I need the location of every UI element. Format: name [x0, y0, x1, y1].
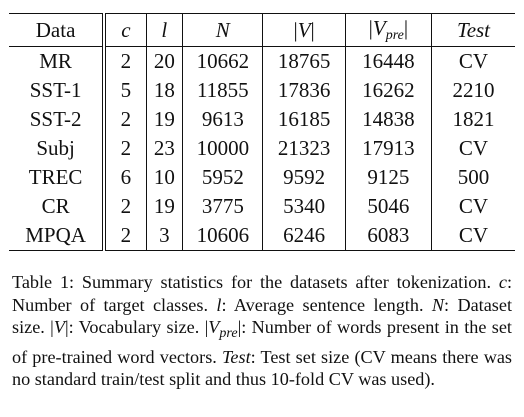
caption-text: : Dataset size. | [12, 294, 512, 338]
cell-n: 10000 [182, 134, 264, 163]
cell-l: 3 [146, 221, 184, 251]
cell-vpre: 16448 [345, 46, 432, 76]
header-row: Data c l N |V| |Vpre| Test [9, 13, 515, 47]
cell-v: 17836 [262, 76, 346, 105]
table-row: SST-1 5 18 11855 17836 16262 2210 [9, 76, 515, 105]
cell-l: 20 [146, 46, 184, 76]
cell-test: 1821 [452, 107, 495, 131]
cell-v: 6246 [262, 221, 346, 251]
cell-vpre: 14838 [345, 105, 432, 134]
caption-text: : Average sentence length. [221, 294, 432, 315]
cell-v: 21323 [262, 134, 346, 163]
cell-v: 9592 [262, 163, 346, 192]
caption-text: Table 1: Summary statistics for the data… [12, 272, 499, 292]
table-caption: Table 1: Summary statistics for the data… [12, 271, 512, 391]
cell-n: 5952 [182, 163, 264, 192]
header-v-close: | [310, 17, 315, 42]
cell-test: 2210 [452, 78, 495, 102]
cell-test: CV [458, 136, 489, 160]
cell-data: Subj [9, 134, 107, 163]
header-vpre-close: | [403, 15, 409, 40]
caption-symbol-n: N [431, 294, 445, 315]
cell-l: 19 [146, 192, 184, 221]
cell-v: 18765 [262, 46, 346, 76]
header-test: Test [431, 13, 515, 47]
cell-l: 19 [146, 105, 184, 134]
header-n: N [182, 13, 264, 47]
cell-data: MR [9, 46, 107, 76]
header-v: |V| [262, 13, 346, 47]
caption-symbol-v: V [53, 317, 65, 338]
table-row: TREC 6 10 5952 9592 9125 500 [9, 163, 515, 192]
stats-table: Data c l N |V| |Vpre| Test MR 2 20 10662… [9, 13, 515, 251]
cell-l: 10 [146, 163, 184, 192]
cell-n: 10606 [182, 221, 264, 251]
cell-vpre: 5046 [345, 192, 432, 221]
cell-c: 2 [104, 134, 147, 163]
cell-data: TREC [9, 163, 107, 192]
cell-v: 16185 [262, 105, 346, 134]
header-v-open: | [293, 17, 298, 42]
header-v-symbol: V [297, 17, 311, 42]
cell-n: 10662 [182, 46, 264, 76]
table-row: SST-2 2 19 9613 16185 14838 1821 [9, 105, 515, 134]
table-row: MR 2 20 10662 18765 16448 CV [9, 46, 515, 76]
cell-l: 23 [146, 134, 184, 163]
table-row: MPQA 2 3 10606 6246 6083 CV [9, 221, 515, 251]
caption-text: : Test set size (CV means there was no s… [12, 346, 512, 390]
caption-text: |: Number of words present in the set of… [12, 317, 512, 367]
cell-test: 500 [457, 165, 490, 189]
table-row: CR 2 19 3775 5340 5046 CV [9, 192, 515, 221]
header-c: c [104, 13, 147, 47]
caption-symbol-vpre: V [208, 317, 220, 338]
cell-test: CV [431, 221, 515, 251]
cell-vpre: 17913 [345, 134, 432, 163]
cell-data: SST-1 [9, 76, 107, 105]
caption-subscript-pre: pre [219, 326, 238, 342]
header-vpre-open: | [368, 15, 373, 40]
caption-symbol-l: l [216, 294, 222, 315]
header-vpre-subscript: pre [385, 27, 404, 43]
cell-data: CR [9, 192, 107, 221]
caption-text: |: Vocabulary size. | [64, 317, 209, 338]
cell-test: CV [458, 194, 489, 218]
caption-term-test: Test [221, 346, 251, 367]
cell-vpre: 16262 [345, 76, 432, 105]
header-vpre-symbol: V [372, 15, 386, 40]
cell-test: CV [458, 49, 489, 73]
cell-c: 2 [104, 46, 147, 76]
cell-v: 5340 [262, 192, 346, 221]
cell-n: 11855 [182, 76, 264, 105]
table-row: Subj 2 23 10000 21323 17913 CV [9, 134, 515, 163]
cell-data: SST-2 [9, 105, 107, 134]
cell-c: 2 [104, 105, 147, 134]
cell-n: 3775 [182, 192, 264, 221]
header-data: Data [9, 13, 107, 47]
cell-c: 2 [104, 221, 147, 251]
caption-symbol-c: c [498, 272, 507, 292]
cell-n: 9613 [182, 105, 264, 134]
caption-text: : Number of target classes. [12, 272, 512, 315]
cell-c: 6 [104, 163, 147, 192]
cell-vpre: 9125 [345, 163, 432, 192]
cell-vpre: 6083 [345, 221, 432, 251]
cell-c: 5 [104, 76, 147, 105]
header-vpre: |Vpre| [345, 13, 432, 47]
header-l: l [146, 13, 184, 47]
cell-l: 18 [146, 76, 184, 105]
cell-data: MPQA [9, 221, 107, 251]
cell-c: 2 [104, 192, 147, 221]
